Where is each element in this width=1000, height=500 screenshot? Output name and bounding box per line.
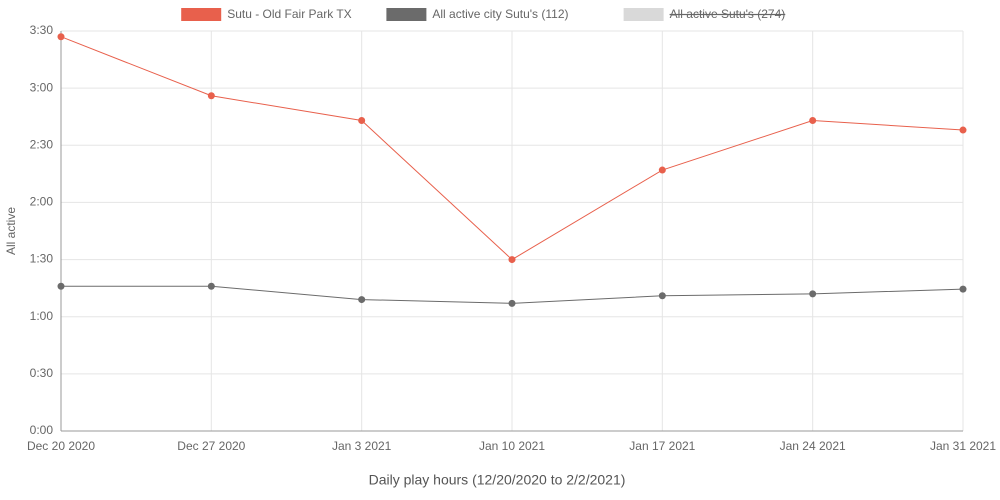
data-point [57, 33, 65, 41]
y-tick-label: 3:30 [30, 23, 54, 37]
x-tick-label: Jan 31 2021 [930, 439, 996, 453]
y-tick-label: 0:30 [30, 366, 54, 380]
data-point [959, 126, 967, 134]
x-tick-label: Jan 3 2021 [332, 439, 392, 453]
legend-swatch[interactable] [386, 8, 427, 21]
y-tick-label: 1:30 [30, 252, 54, 266]
data-point [809, 117, 817, 125]
x-tick-label: Dec 20 2020 [27, 439, 95, 453]
legend-swatch[interactable] [181, 8, 222, 21]
data-point [508, 256, 516, 264]
data-point [207, 92, 215, 100]
data-point [57, 282, 65, 290]
x-tick-label: Jan 10 2021 [479, 439, 545, 453]
legend-label[interactable]: Sutu - Old Fair Park TX [227, 7, 351, 21]
data-point [508, 299, 516, 307]
data-point [207, 282, 215, 290]
data-point [959, 285, 967, 293]
y-tick-label: 0:00 [30, 423, 54, 437]
y-tick-label: 1:00 [30, 309, 54, 323]
data-point [809, 290, 817, 298]
data-point [358, 296, 366, 304]
data-point [658, 166, 666, 174]
x-tick-label: Jan 17 2021 [629, 439, 695, 453]
x-axis-title: Daily play hours (12/20/2020 to 2/2/2021… [369, 472, 626, 488]
y-axis-title: All active [4, 207, 18, 255]
legend-swatch[interactable] [623, 8, 664, 21]
x-tick-label: Jan 24 2021 [780, 439, 846, 453]
data-point [658, 292, 666, 300]
y-tick-label: 3:00 [30, 80, 54, 94]
x-tick-label: Dec 27 2020 [177, 439, 245, 453]
legend-label[interactable]: All active Sutu's (274) [670, 7, 786, 21]
data-point [358, 117, 366, 125]
y-tick-label: 2:00 [30, 195, 54, 209]
legend-label[interactable]: All active city Sutu's (112) [432, 7, 568, 21]
y-tick-label: 2:30 [30, 137, 54, 151]
